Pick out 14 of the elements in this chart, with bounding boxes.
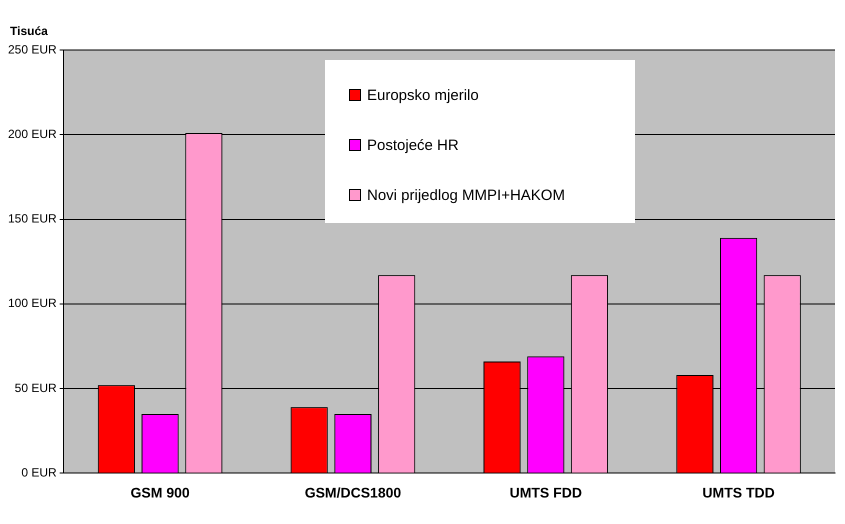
y-tick-label: 0 EUR bbox=[21, 466, 58, 480]
y-tick-label: 50 EUR bbox=[14, 380, 58, 395]
x-tick-label: UMTS FDD bbox=[510, 484, 582, 500]
y-tick-label: 100 EUR bbox=[8, 296, 58, 310]
legend-label: Novi prijedlog MMPI+HAKOM bbox=[367, 186, 565, 204]
x-tick-label: UMTS TDD bbox=[702, 484, 775, 500]
y-tick-label: 200 EUR bbox=[8, 126, 58, 141]
legend-label: Postojeće HR bbox=[367, 136, 459, 154]
y-tick-label: 150 EUR bbox=[8, 212, 58, 226]
x-tick-label: GSM/DCS1800 bbox=[304, 484, 402, 500]
x-tick-label: GSM 900 bbox=[130, 484, 190, 500]
legend-label: Europsko mjerilo bbox=[367, 86, 479, 104]
y-axis-title: Tisuća bbox=[10, 24, 48, 38]
y-tick-label: 250 EUR bbox=[8, 42, 58, 56]
